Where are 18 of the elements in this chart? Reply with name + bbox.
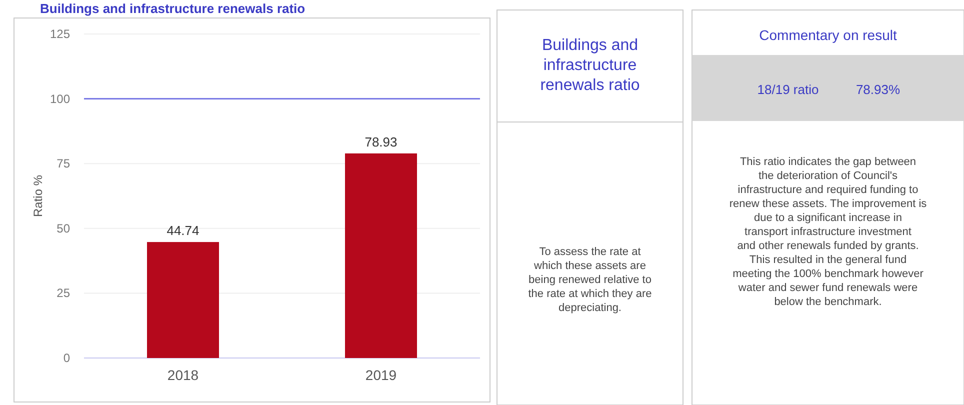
text: Commentary on result [759,27,897,43]
text: 18/19 ratio [757,82,819,97]
data-label: 78.93 [364,134,398,150]
x-tick-label: 2019 [365,367,397,383]
y-tick-label: 25 [56,286,70,300]
data-label: 44.74 [166,223,200,238]
y-tick-label: 100 [50,92,70,106]
text: Buildings and infrastructure renewals ratio [540,37,640,94]
text: To assess the rate at which these assets are being renewed relative to the rate at which they are depreciating. [528,246,652,314]
text: This ratio indicates the gap between the deterioration of Council's infrastructure and required funding to renew these assets. The improvement is due to a significant increase in transport infrastructure investment and other renewals funded by grants. This resulted in the general fund meeting the 100% benchmark however water and sewer fund renewals were below the benchmark. [729,156,927,308]
y-tick-label: 75 [56,156,70,171]
y-tick-label: 125 [50,27,70,41]
chart-title: Buildings and infrastructure renewals ratio [40,1,306,16]
text: 78.93% [856,82,900,97]
y-tick-label: 0 [63,351,70,365]
y-tick-label: 50 [56,221,70,236]
x-tick-label: 2018 [167,367,199,383]
y-axis-title: Ratio % [31,174,45,218]
